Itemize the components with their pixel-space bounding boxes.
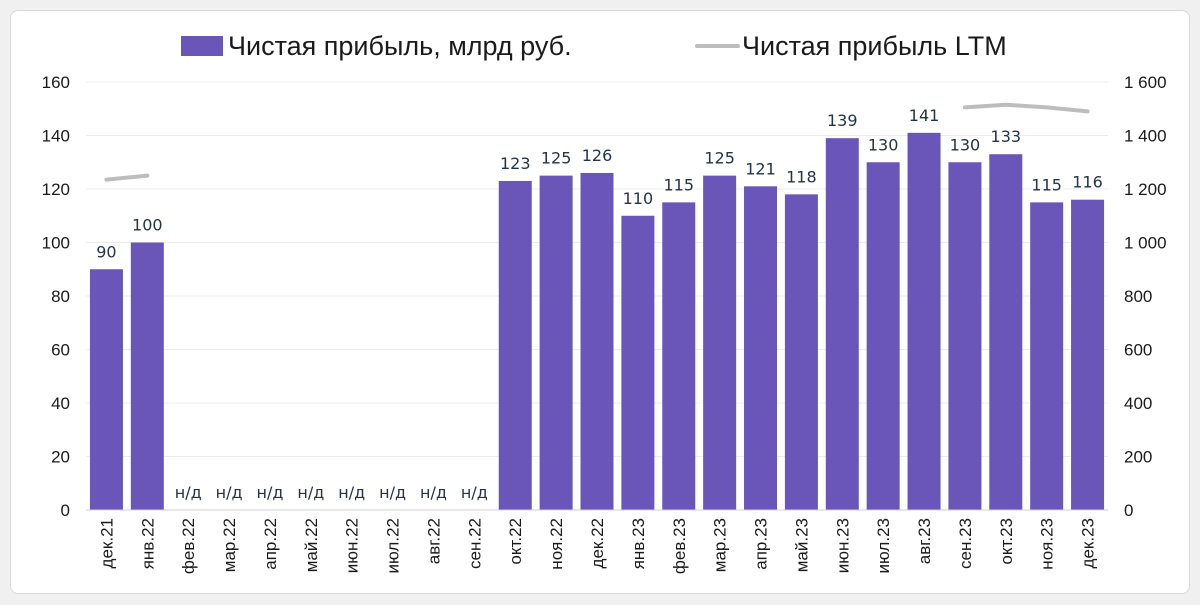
data-label: 115 xyxy=(1031,175,1062,194)
y-left-tick-label: 140 xyxy=(42,127,70,146)
bar xyxy=(907,132,941,510)
bar xyxy=(621,215,655,510)
y-left-tick-label: 60 xyxy=(51,341,70,360)
x-tick-label: дек.23 xyxy=(1079,518,1098,568)
data-label: 115 xyxy=(663,175,694,194)
legend-bar-swatch xyxy=(181,36,223,56)
y-right-tick-label: 1 200 xyxy=(1124,180,1167,199)
bar xyxy=(662,202,696,510)
x-tick-label: дек.21 xyxy=(97,518,116,568)
bar xyxy=(825,138,859,511)
data-label: 141 xyxy=(909,106,940,125)
bar xyxy=(539,175,573,510)
bar xyxy=(580,172,614,510)
x-tick-label: янв.23 xyxy=(629,518,648,569)
y-left-tick-label: 0 xyxy=(61,501,70,520)
data-label: 130 xyxy=(950,135,981,154)
data-label: 123 xyxy=(500,154,531,173)
bar xyxy=(744,186,778,510)
bar xyxy=(784,194,818,510)
data-labels: 90 100 н/д н/д н/д н/д н/д н/д н/д н/д 123 125 126 11… xyxy=(96,106,1103,502)
data-label-na: н/д xyxy=(379,483,406,502)
x-tick-label: мар.22 xyxy=(220,518,239,572)
data-label-na: н/д xyxy=(216,483,243,502)
x-tick-label: ноя.22 xyxy=(547,518,566,570)
x-tick-label: апр.23 xyxy=(752,518,771,570)
right-y-axis: 0 200 400 600 800 1 000 1 200 1 400 1 600 xyxy=(1124,73,1167,520)
bar xyxy=(948,162,982,510)
y-right-tick-label: 0 xyxy=(1124,501,1133,520)
data-label: 90 xyxy=(96,242,116,261)
legend-line-label: Чистая прибыль LTM xyxy=(742,31,1007,61)
bar xyxy=(130,242,164,510)
data-label: 133 xyxy=(991,127,1022,146)
data-label: 100 xyxy=(132,216,163,235)
bar xyxy=(1030,202,1064,510)
bar xyxy=(866,162,900,510)
x-tick-label: сен.23 xyxy=(956,518,975,569)
y-left-tick-label: 40 xyxy=(51,394,70,413)
ltm-line-segment xyxy=(104,173,150,182)
bar xyxy=(498,180,532,510)
y-right-tick-label: 1 000 xyxy=(1124,234,1167,253)
data-label: 110 xyxy=(623,189,654,208)
x-tick-label: сен.22 xyxy=(465,518,484,569)
x-tick-label: май.23 xyxy=(792,518,811,572)
y-left-tick-label: 100 xyxy=(42,234,70,253)
data-label: 116 xyxy=(1072,173,1103,192)
x-tick-label: окт.22 xyxy=(506,518,525,565)
x-tick-label: ноя.23 xyxy=(1038,518,1057,570)
x-tick-label: фев.22 xyxy=(179,518,198,574)
left-y-axis: 0 20 40 60 80 100 120 140 160 xyxy=(42,73,70,520)
y-left-tick-label: 120 xyxy=(42,180,70,199)
x-tick-label: июн.22 xyxy=(343,518,362,573)
x-tick-label: июн.23 xyxy=(833,518,852,573)
x-tick-label: июл.22 xyxy=(384,518,403,573)
y-right-tick-label: 1 400 xyxy=(1124,127,1167,146)
data-label-na: н/д xyxy=(297,483,324,502)
data-label: 121 xyxy=(745,159,776,178)
x-tick-label: май.22 xyxy=(302,518,321,572)
y-right-tick-label: 200 xyxy=(1124,448,1152,467)
data-label-na: н/д xyxy=(175,483,202,502)
data-label: 126 xyxy=(582,146,613,165)
bar xyxy=(989,154,1023,510)
x-tick-label: окт.23 xyxy=(997,518,1016,565)
bar xyxy=(89,269,123,510)
bar-series xyxy=(89,132,1105,511)
x-axis: дек.21 янв.22 фев.22 мар.22 апр.22 май.22 июн.… xyxy=(86,509,1108,574)
x-tick-label: авг.23 xyxy=(915,518,934,564)
ltm-line-series xyxy=(104,102,1090,182)
data-label: 125 xyxy=(541,149,572,168)
data-label-na: н/д xyxy=(420,483,447,502)
y-right-tick-label: 400 xyxy=(1124,394,1152,413)
legend: Чистая прибыль, млрд руб. Чистая прибыль… xyxy=(181,31,1007,61)
legend-bar-label: Чистая прибыль, млрд руб. xyxy=(228,31,572,61)
x-tick-label: янв.22 xyxy=(138,518,157,569)
data-label: 130 xyxy=(868,135,899,154)
data-label-na: н/д xyxy=(256,483,283,502)
x-tick-label: авг.22 xyxy=(424,518,443,564)
x-tick-label: июл.23 xyxy=(874,518,893,573)
ltm-line-segment xyxy=(962,102,1090,114)
y-right-tick-label: 800 xyxy=(1124,287,1152,306)
y-left-tick-label: 160 xyxy=(42,73,70,92)
y-right-tick-label: 1 600 xyxy=(1124,73,1167,92)
data-label: 139 xyxy=(827,111,858,130)
x-tick-label: фев.23 xyxy=(670,518,689,574)
y-left-tick-label: 20 xyxy=(51,448,70,467)
data-label: 118 xyxy=(786,167,817,186)
x-tick-label: мар.23 xyxy=(711,518,730,572)
data-label: 125 xyxy=(704,149,735,168)
bar xyxy=(1071,199,1105,510)
data-label-na: н/д xyxy=(461,483,488,502)
y-left-tick-label: 80 xyxy=(51,287,70,306)
data-label-na: н/д xyxy=(338,483,365,502)
bar xyxy=(703,175,737,510)
x-tick-label: апр.22 xyxy=(261,518,280,570)
y-right-tick-label: 600 xyxy=(1124,341,1152,360)
x-tick-label: дек.22 xyxy=(588,518,607,568)
